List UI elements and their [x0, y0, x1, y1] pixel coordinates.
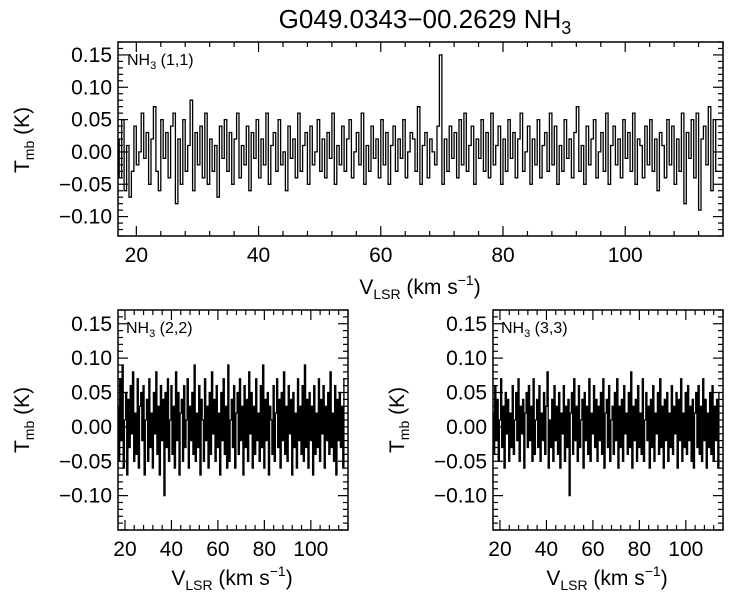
panel-nh3-11-label-sub: 3: [150, 60, 156, 72]
panel-nh3-22-label-sub: 3: [149, 328, 155, 340]
panel-nh3-22-label: NH3 (2,2): [126, 320, 193, 340]
panel-nh3-22-ylabel: Tmb (K): [11, 387, 37, 453]
panel-nh3-22-label-main: NH: [126, 320, 149, 337]
panel-nh3-22-ylabel-sub: mb: [21, 421, 37, 441]
panel-nh3-11-ytick-label: −0.05: [59, 173, 112, 196]
panel-nh3-33-xtick-label: 40: [535, 538, 558, 561]
panel-nh3-11-tick-labels: 20 40 60 80 100 0.15 0.10 0.05 0.00 −0.05 −0.10: [59, 44, 643, 267]
panel-nh3-11-xlabel-suffix: (km s: [401, 276, 458, 299]
panel-nh3-33-label-suffix: (3,3): [530, 320, 567, 337]
panel-nh3-33: 20 40 60 80 100 0.15 0.10 0.05 0.00 −0.05 −0.10 NH…: [386, 309, 724, 593]
panel-nh3-22-ylabel-suffix: (K): [11, 387, 34, 421]
panel-nh3-33-ylabel: Tmb (K): [386, 387, 412, 453]
panel-nh3-22-ylabel-main: T: [11, 440, 34, 453]
panel-nh3-33-xlabel: VLSR (km s−1): [546, 563, 667, 593]
panel-nh3-33-ylabel-sub: mb: [396, 421, 412, 441]
panel-nh3-11-xtick-label: 80: [491, 244, 514, 267]
panel-nh3-22-xtick-label: 60: [206, 538, 229, 561]
panel-nh3-22-ytick-label: 0.15: [71, 313, 112, 336]
panel-nh3-11-xlabel-sup: −1: [458, 272, 474, 288]
panel-nh3-22-xlabel-sub: LSR: [185, 577, 212, 593]
panel-nh3-11-ylabel-suffix: (K): [11, 107, 34, 141]
panel-nh3-33-xtick-label: 100: [668, 538, 703, 561]
panel-nh3-33-ytick-label: −0.05: [434, 450, 487, 473]
panel-nh3-22-xtick-label: 80: [253, 538, 276, 561]
panel-nh3-33-label: NH3 (3,3): [501, 320, 568, 340]
panel-nh3-33-ytick-label: −0.10: [434, 485, 487, 508]
panel-nh3-33-ytick-label: 0.00: [446, 416, 487, 439]
panel-nh3-33-ticks: [493, 309, 724, 531]
panel-nh3-11-xlabel: VLSR (km s−1): [359, 272, 480, 302]
panel-nh3-33-xlabel-main: V: [546, 567, 560, 590]
panel-nh3-33-xlabel-end: ): [661, 567, 668, 590]
panel-nh3-11-ylabel: Tmb (K): [11, 107, 37, 173]
panel-nh3-22-xlabel-sup: −1: [270, 563, 286, 579]
panel-nh3-11-ytick-label: 0.10: [71, 76, 112, 99]
panel-nh3-33-label-main: NH: [501, 320, 524, 337]
panel-nh3-33-ytick-label: 0.05: [446, 382, 487, 405]
panel-nh3-33-tick-labels: 20 40 60 80 100 0.15 0.10 0.05 0.00 −0.05 −0.10: [434, 313, 703, 561]
panel-nh3-22-tick-labels: 20 40 60 80 100 0.15 0.10 0.05 0.00 −0.05 −0.10: [59, 313, 328, 561]
figure-title-sub: 3: [561, 18, 571, 38]
panel-nh3-11-label: NH3 (1,1): [127, 52, 194, 72]
panel-nh3-11-ticks: [118, 41, 724, 237]
panel-nh3-33-ytick-label: 0.15: [446, 313, 487, 336]
panel-nh3-11-xtick-label: 20: [125, 244, 148, 267]
panel-nh3-11-xlabel-main: V: [359, 276, 373, 299]
panel-nh3-22-xtick-label: 20: [113, 538, 136, 561]
panel-nh3-22-ytick-label: 0.00: [71, 416, 112, 439]
panel-nh3-22-xtick-label: 100: [293, 538, 328, 561]
panel-nh3-11-label-main: NH: [127, 52, 150, 69]
panel-nh3-22-ytick-label: 0.10: [71, 347, 112, 370]
panel-nh3-11-label-suffix: (1,1): [156, 52, 193, 69]
panel-nh3-11-xtick-label: 60: [369, 244, 392, 267]
panel-nh3-22-xlabel-main: V: [171, 567, 185, 590]
panel-nh3-22-xlabel-suffix: (km s: [213, 567, 270, 590]
panel-nh3-33-xlabel-sub: LSR: [560, 577, 587, 593]
panel-nh3-33-xtick-label: 60: [581, 538, 604, 561]
panel-nh3-33-xtick-label: 80: [628, 538, 651, 561]
panel-nh3-11-ylabel-main: T: [11, 160, 34, 173]
panel-nh3-11-ylabel-sub: mb: [21, 141, 37, 161]
panel-nh3-22-xtick-label: 40: [160, 538, 183, 561]
panel-nh3-11-xlabel-sub: LSR: [373, 286, 400, 302]
panel-nh3-33-label-sub: 3: [524, 328, 530, 340]
panel-nh3-11-ytick-label: 0.15: [71, 44, 112, 67]
panel-nh3-22-ytick-label: 0.05: [71, 382, 112, 405]
panel-nh3-11-ytick-label: −0.10: [59, 206, 112, 229]
panel-nh3-22-spectrum-line: [117, 364, 346, 497]
figure-title-main: G049.0343−00.2629 NH: [279, 4, 562, 34]
figure-title: G049.0343−00.2629 NH3: [279, 4, 572, 38]
panel-nh3-33-xtick-label: 20: [488, 538, 511, 561]
panel-nh3-22-ytick-label: −0.05: [59, 450, 112, 473]
panel-nh3-33-xlabel-suffix: (km s: [588, 567, 645, 590]
panel-nh3-22-label-suffix: (2,2): [155, 320, 192, 337]
panel-nh3-33-ylabel-suffix: (K): [386, 387, 409, 421]
panel-nh3-33-ylabel-main: T: [386, 440, 409, 453]
panel-nh3-22-xlabel: VLSR (km s−1): [171, 563, 292, 593]
panel-nh3-11-xtick-label: 100: [608, 244, 643, 267]
panel-nh3-11-spectrum-line: [118, 54, 719, 211]
panel-nh3-11-ytick-label: 0.00: [71, 141, 112, 164]
panel-nh3-11-xlabel-end: ): [474, 276, 481, 299]
panel-nh3-11: 20 40 60 80 100 0.15 0.10 0.05 0.00 −0.05 −0.10 NH…: [11, 41, 724, 302]
panel-nh3-33-spectrum-line: [492, 371, 721, 497]
panel-nh3-22: 20 40 60 80 100 0.15 0.10 0.05 0.00 −0.05 −0.10 NH…: [11, 309, 349, 593]
panel-nh3-11-ytick-label: 0.05: [71, 109, 112, 132]
panel-nh3-22-ytick-label: −0.10: [59, 485, 112, 508]
panel-nh3-22-xlabel-end: ): [286, 567, 293, 590]
panel-nh3-33-xlabel-sup: −1: [645, 563, 661, 579]
panel-nh3-33-ytick-label: 0.10: [446, 347, 487, 370]
panel-nh3-11-xtick-label: 40: [247, 244, 270, 267]
